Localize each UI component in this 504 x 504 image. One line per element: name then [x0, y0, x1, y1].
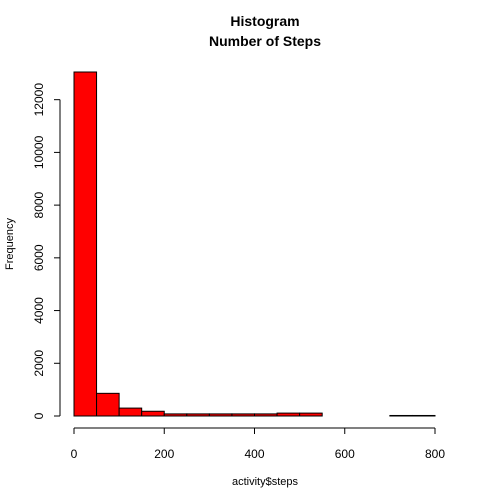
y-tick-label-2: 4000 — [32, 297, 46, 324]
y-tick-label-4: 8000 — [32, 191, 46, 218]
x-tick-label-3: 600 — [335, 447, 355, 461]
y-tick-label-5: 10000 — [32, 135, 46, 169]
histogram-bar-2 — [118, 407, 143, 417]
y-tick-label-3: 6000 — [32, 244, 46, 271]
bars-group — [73, 71, 436, 417]
x-tick-label-0: 0 — [71, 447, 78, 461]
histogram-bar-3 — [141, 410, 165, 417]
histogram-bar-15 — [411, 414, 436, 417]
y-tick-label-0: 0 — [32, 412, 46, 419]
x-tick-label-4: 800 — [425, 447, 445, 461]
histogram-bar-9 — [276, 412, 301, 417]
histogram-bar-1 — [96, 392, 120, 417]
histogram-bar-4 — [163, 413, 188, 417]
y-axis: 0 2000 4000 6000 8000 10000 12000 — [32, 83, 61, 419]
x-tick-label-2: 400 — [244, 447, 264, 461]
x-axis-label: activity$steps — [232, 476, 299, 488]
chart-title: Histogram — [230, 13, 299, 29]
chart-subtitle: Number of Steps — [209, 33, 321, 49]
histogram-bar-14 — [389, 414, 413, 417]
histogram-bar-0 — [73, 71, 98, 417]
histogram-bar-10 — [299, 412, 323, 417]
histogram-bar-5 — [186, 413, 210, 417]
histogram-bar-6 — [208, 413, 233, 417]
histogram-bar-8 — [254, 413, 278, 417]
y-tick-label-6: 12000 — [32, 83, 46, 117]
y-tick-label-1: 2000 — [32, 350, 46, 377]
histogram-bar-7 — [231, 413, 255, 417]
x-tick-label-1: 200 — [154, 447, 174, 461]
y-axis-label: Frequency — [4, 218, 16, 270]
x-axis: 0 200 400 600 800 — [71, 427, 445, 461]
